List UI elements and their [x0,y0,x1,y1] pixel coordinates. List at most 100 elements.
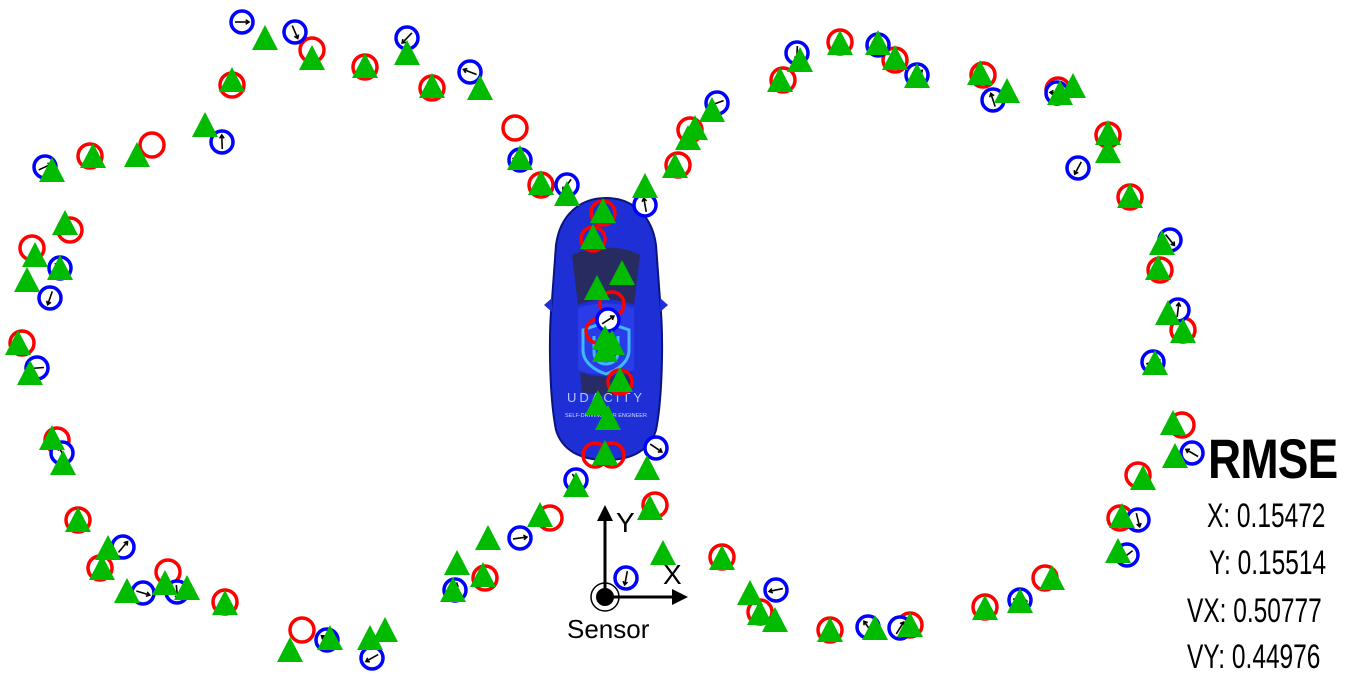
estimate-marker [637,495,663,520]
estimate-marker [50,450,76,475]
estimate-marker [475,525,501,550]
estimate-marker [592,337,618,362]
estimate-marker [352,53,378,78]
estimate-marker [817,617,843,642]
y-axis-arrow-icon [597,505,613,521]
estimate-marker [1039,565,1065,590]
estimation-markers [5,25,1196,662]
estimate-marker [904,63,930,88]
estimate-marker [80,143,106,168]
estimate-marker [277,637,303,662]
estimate-marker [897,612,923,637]
sensor-dot-icon [596,588,614,606]
radar-marker [507,525,533,551]
estimate-marker [1149,230,1175,255]
estimate-marker [357,625,383,650]
estimate-marker [1047,80,1073,105]
rmse-title: RMSE [1208,427,1338,490]
lidar-marker [288,616,316,644]
radar-marker [1179,440,1205,466]
estimate-marker [767,67,793,92]
estimate-marker [580,224,606,249]
estimate-marker [152,570,178,595]
radar-marker [1065,155,1091,181]
rmse-x-value: 0.15472 [1236,497,1326,535]
estimate-marker [440,577,466,602]
rmse-y-value: 0.15514 [1237,544,1327,582]
radar-marker [229,9,255,35]
estimate-marker [528,170,554,195]
estimate-marker [865,30,891,55]
radar-marker [359,645,385,671]
estimate-marker [1142,350,1168,375]
estimate-marker [95,535,121,560]
lidar-marker [138,131,166,159]
estimate-marker [14,267,40,292]
car-brand-text: UDACITY [567,390,645,405]
rmse-vx-value: 0.50777 [1233,592,1322,630]
estimate-marker [563,472,589,497]
estimate-marker [862,615,888,640]
x-axis-label: X [663,559,682,590]
estimate-marker [1162,443,1188,468]
estimate-marker [317,625,343,650]
rmse-x-label: X: [1207,497,1237,535]
estimate-marker [5,330,31,355]
radar-marker [37,285,63,311]
estimate-marker [609,260,635,285]
estimate-marker [114,578,140,603]
estimate-marker [1117,183,1143,208]
estimate-marker [124,142,150,167]
rmse-vy-value: 0.44976 [1231,638,1321,676]
estimate-marker [394,40,420,65]
rmse-row-y: Y: 0.15514 [1209,544,1326,583]
estimate-marker [967,60,993,85]
estimate-marker [372,617,398,642]
estimate-marker [675,125,701,150]
estimate-marker [89,555,115,580]
estimate-marker [47,255,73,280]
estimate-marker [592,440,618,465]
car-side-mirror-right [660,298,668,312]
rmse-row-vy: VY: 0.44976 [1187,638,1320,677]
rmse-y-label: Y: [1209,544,1238,582]
estimate-marker [662,153,688,178]
estimate-marker [634,455,660,480]
radar-marker [643,435,669,461]
estimate-marker [595,405,621,430]
estimate-marker [17,360,43,385]
estimate-marker [762,607,788,632]
radar-marker [613,565,639,591]
rmse-row-vx: VX: 0.50777 [1187,592,1322,631]
radar-marker [110,534,136,560]
estimate-marker [39,425,65,450]
rmse-vx-label: VX: [1187,592,1234,630]
estimate-marker [212,590,238,615]
estimate-marker [584,275,610,300]
estimate-marker [527,502,553,527]
lidar-marker [1146,256,1174,284]
estimate-marker [39,157,65,182]
estimate-marker [444,550,470,575]
lidar-marker [501,114,529,142]
lidar-marker [969,61,997,89]
estimate-marker [470,562,496,587]
estimate-marker [1155,300,1181,325]
estimate-marker [590,198,616,223]
radar-marker [394,25,420,51]
estimate-marker [882,45,908,70]
estimate-marker [709,545,735,570]
estimate-marker [1060,73,1086,98]
estimate-marker [507,145,533,170]
radar-marker [763,577,789,603]
sensor-label: Sensor [567,614,650,644]
y-axis-label: Y [616,507,635,538]
estimate-marker [632,173,658,198]
estimate-marker [22,242,48,267]
estimate-marker [607,367,633,392]
x-axis-arrow-icon [672,589,688,605]
estimate-marker [650,540,676,565]
estimate-marker [737,580,763,605]
estimate-marker [219,67,245,92]
